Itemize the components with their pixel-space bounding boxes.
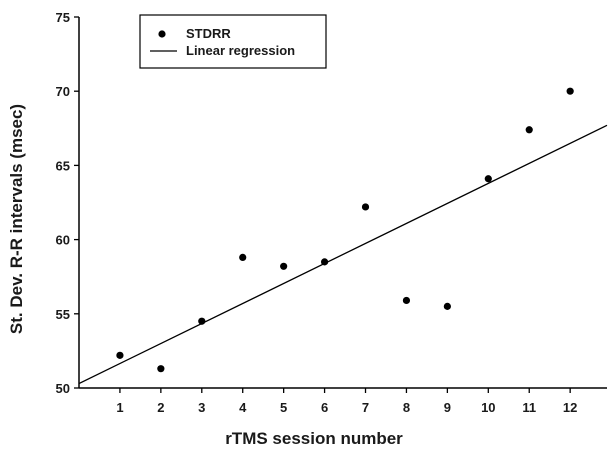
x-tick-label: 7 (362, 400, 369, 415)
y-axis-title: St. Dev. R-R intervals (msec) (7, 104, 26, 334)
x-tick-label: 3 (198, 400, 205, 415)
x-tick-label: 12 (563, 400, 577, 415)
data-point (157, 365, 165, 373)
y-tick-label: 75 (56, 10, 70, 25)
x-tick-label: 4 (239, 400, 247, 415)
x-tick-label: 8 (403, 400, 410, 415)
legend: STDRR Linear regression (139, 14, 327, 69)
plot-series (78, 87, 608, 385)
x-axis-title: rTMS session number (225, 429, 403, 448)
y-ticks: 50 55 60 65 70 75 (56, 10, 79, 396)
legend-label-stdrr: STDRR (186, 26, 231, 41)
x-tick-label: 2 (157, 400, 164, 415)
y-tick-label: 50 (56, 381, 70, 396)
data-point (525, 126, 533, 134)
data-point (484, 175, 492, 183)
data-point (280, 262, 288, 270)
y-tick-label: 70 (56, 84, 70, 99)
data-point (566, 87, 574, 95)
data-point (402, 296, 411, 305)
data-point (443, 302, 451, 310)
data-point (361, 203, 370, 211)
x-ticks: 1 2 3 4 5 6 7 8 9 10 11 12 (116, 388, 577, 415)
data-point (116, 351, 124, 359)
y-tick-label: 65 (56, 158, 70, 173)
data-point (239, 253, 247, 262)
legend-marker-stdrr (158, 30, 166, 38)
x-tick-label: 9 (444, 400, 451, 415)
axes (78, 17, 607, 389)
y-tick-label: 55 (56, 307, 70, 322)
x-tick-label: 11 (522, 400, 536, 415)
x-tick-label: 5 (280, 400, 287, 415)
legend-label-regression: Linear regression (186, 43, 295, 58)
regression-line (78, 124, 608, 385)
x-tick-label: 6 (321, 400, 328, 415)
x-tick-label: 1 (116, 400, 123, 415)
x-tick-label: 10 (481, 400, 495, 415)
legend-box (139, 14, 327, 69)
y-tick-label: 60 (56, 233, 70, 248)
